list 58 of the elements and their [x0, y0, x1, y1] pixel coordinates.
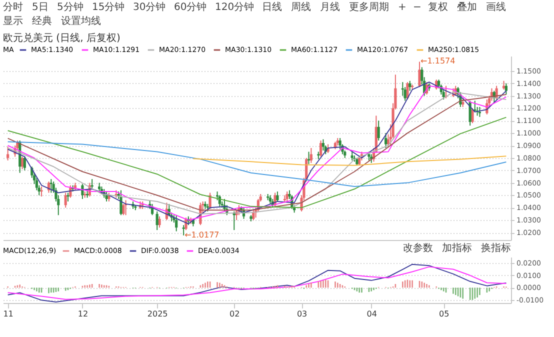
text: 月线 — [320, 1, 340, 13]
candlestick — [322, 138, 325, 151]
text: 经典 — [32, 15, 52, 27]
text: 换指标 — [481, 242, 511, 254]
text: 更多周期 — [349, 1, 389, 13]
candlestick — [158, 216, 161, 228]
candlestick — [182, 224, 185, 236]
chart-title: 欧元兑美元 (日线, 后复权) — [3, 32, 120, 44]
candlestick — [358, 154, 361, 166]
text: 60分钟 — [174, 1, 207, 13]
annotation: ←1.1574 — [420, 56, 456, 66]
text: 复权 — [428, 1, 448, 13]
x-tick-label: 04 — [366, 310, 377, 318]
text: − — [413, 2, 422, 13]
candlestick — [320, 140, 322, 158]
candlestick — [377, 120, 380, 142]
candlestick — [406, 82, 409, 100]
candlestick — [276, 191, 279, 202]
text: + — [398, 2, 406, 13]
candlestick — [6, 146, 10, 161]
text: 日线 — [262, 1, 282, 13]
text: 叠加 — [457, 1, 477, 13]
annotation: ←1.0177 — [184, 230, 220, 240]
candlestick — [338, 138, 342, 150]
text: 5日 — [32, 2, 48, 13]
candlestick — [120, 190, 122, 216]
candlestick — [20, 156, 24, 170]
candlestick — [175, 214, 178, 232]
candlestick — [35, 177, 38, 191]
text: 周线 — [291, 1, 311, 13]
candlestick — [471, 108, 474, 124]
candlestick — [384, 132, 388, 148]
candlestick — [23, 156, 26, 171]
text: 分时 — [3, 1, 23, 13]
text: 画线 — [486, 1, 506, 13]
text: 15分钟 — [92, 1, 125, 13]
text: 显示 — [3, 16, 23, 27]
text: 120分钟 — [215, 1, 254, 13]
x-tick-label: 11 — [3, 310, 14, 318]
text: 加指标 — [442, 242, 472, 254]
candlestick — [81, 184, 84, 200]
x-tick-label: 2025 — [147, 310, 168, 318]
candlestick — [408, 80, 412, 92]
candlestick — [105, 191, 108, 202]
candlestick — [64, 192, 67, 208]
candlestick — [156, 210, 158, 231]
text: 设置均线 — [61, 15, 101, 27]
line-series — [192, 156, 507, 166]
text: 5分钟 — [57, 1, 84, 13]
x-tick-label: 12 — [78, 310, 88, 318]
x-tick-label: 03 — [296, 310, 308, 318]
candlestick — [307, 151, 310, 165]
text: 30分钟 — [133, 1, 166, 13]
x-tick-label: 02 — [230, 310, 240, 318]
candlestick — [504, 82, 508, 96]
text: 改参数 — [403, 242, 433, 254]
candlestick — [310, 148, 312, 164]
x-tick-label: 05 — [438, 310, 450, 318]
